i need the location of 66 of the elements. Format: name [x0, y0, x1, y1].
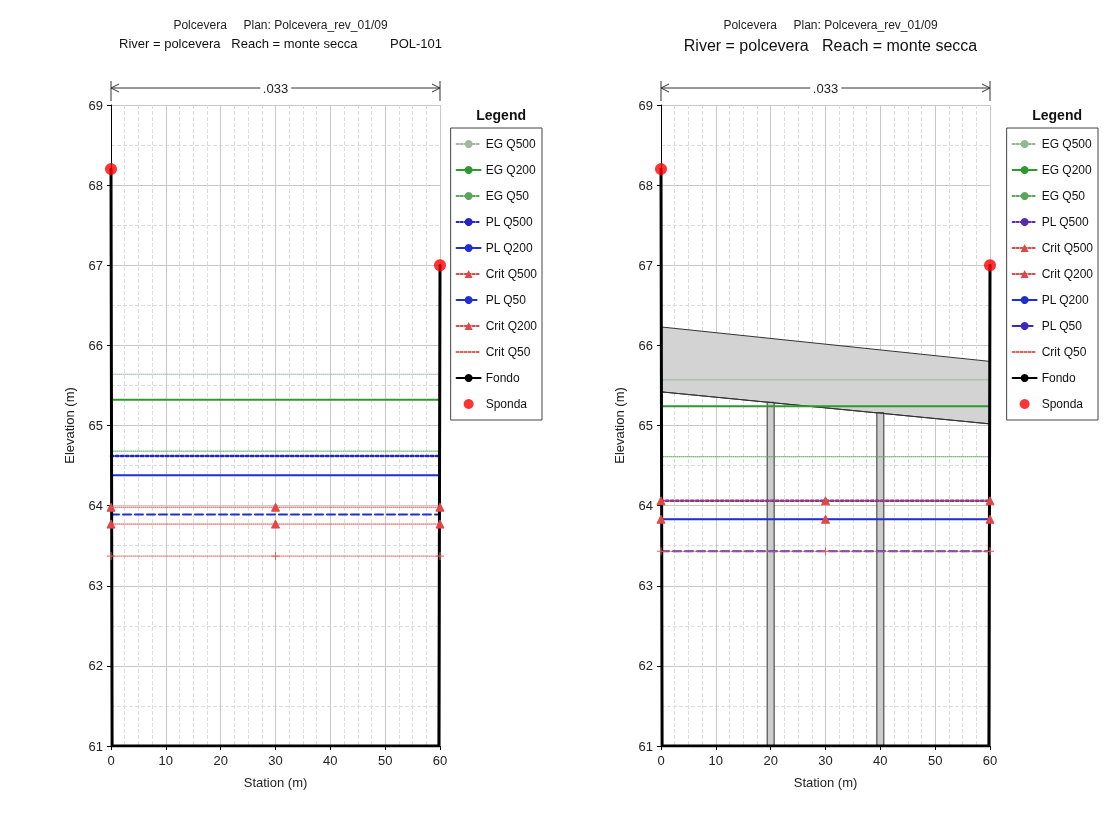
legend-label: PL Q50: [1041, 319, 1083, 333]
y-tick-label: 67: [638, 257, 653, 273]
y-tick-label: 67: [88, 257, 103, 273]
legend-title: Legend: [476, 107, 526, 123]
legend-label: Fondo: [485, 371, 520, 385]
legend-label: Sponda: [485, 397, 528, 411]
x-tick-label: 20: [213, 753, 228, 768]
y-tick-label: 61: [638, 738, 653, 754]
y-tick-label: 62: [638, 658, 653, 674]
legend-label: Crit Q50: [485, 345, 531, 359]
legend-label: Crit Q500: [485, 267, 538, 281]
y-tick-label: 66: [638, 337, 653, 353]
x-tick-label: 30: [268, 753, 283, 768]
legend-label: EG Q200: [1041, 163, 1092, 177]
y-tick-label: 69: [88, 97, 103, 113]
x-tick-label: 60: [432, 753, 448, 768]
legend-label: EG Q50: [485, 189, 530, 203]
chart-subtitle: River = polcevera Reach = monte secca: [683, 36, 978, 54]
text: .033: [809, 80, 842, 96]
y-tick-label: 64: [88, 498, 103, 514]
x-tick-label: 50: [927, 753, 943, 768]
legend-label: PL Q200: [485, 241, 533, 255]
legend-label: EG Q200: [485, 163, 536, 177]
x-tick-label: 40: [323, 753, 338, 768]
chart-subtitle: River = polcevera Reach = monte secca POL-101: [119, 36, 442, 51]
y-tick-label: 66: [88, 337, 103, 353]
legend-label: Crit Q200: [485, 319, 538, 333]
y-tick-label: 68: [88, 177, 103, 193]
x-axis-title: Station (m): [793, 775, 858, 790]
y-axis-title: Elevation (m): [612, 387, 627, 464]
legend-label: Fondo: [1041, 371, 1076, 385]
y-tick-label: 63: [638, 578, 653, 594]
y-tick-label: 62: [88, 658, 103, 674]
x-axis-title: Station (m): [243, 775, 308, 790]
y-tick-label: 61: [88, 738, 103, 754]
y-tick-label: 63: [88, 578, 103, 594]
legend-label: PL Q50: [485, 293, 527, 307]
chart-title: Polcevera Plan: Polcevera_rev_01/09: [173, 18, 388, 32]
x-tick-label: 0: [107, 753, 115, 768]
legend-label: EG Q500: [1041, 137, 1092, 151]
legend-label: Sponda: [1041, 397, 1084, 411]
y-tick-label: 65: [88, 418, 103, 433]
legend-label: Crit Q500: [1041, 241, 1094, 255]
legend-label: PL Q200: [1041, 293, 1089, 307]
chart-title: Polcevera Plan: Polcevera_rev_01/09: [723, 18, 938, 32]
y-tick-label: 69: [638, 97, 653, 113]
y-tick-label: 68: [638, 177, 653, 193]
x-tick-label: 0: [657, 753, 665, 768]
x-tick-label: 60: [982, 753, 998, 768]
x-tick-label: 50: [377, 753, 393, 768]
y-axis-title: Elevation (m): [62, 387, 77, 464]
legend-label: PL Q500: [1041, 215, 1089, 229]
legend-title: Legend: [1032, 107, 1082, 123]
x-tick-label: 40: [873, 753, 888, 768]
text: .033: [259, 80, 292, 96]
legend-label: Crit Q50: [1041, 345, 1087, 359]
y-tick-label: 64: [638, 498, 653, 514]
x-tick-label: 30: [818, 753, 833, 768]
legend-label: EG Q50: [1041, 189, 1086, 203]
x-tick-label: 10: [158, 753, 174, 768]
legend-label: Crit Q200: [1041, 267, 1094, 281]
y-tick-label: 65: [638, 418, 653, 433]
x-tick-label: 20: [763, 753, 778, 768]
x-tick-label: 10: [708, 753, 724, 768]
legend-label: PL Q500: [485, 215, 533, 229]
legend-label: EG Q500: [485, 137, 536, 151]
